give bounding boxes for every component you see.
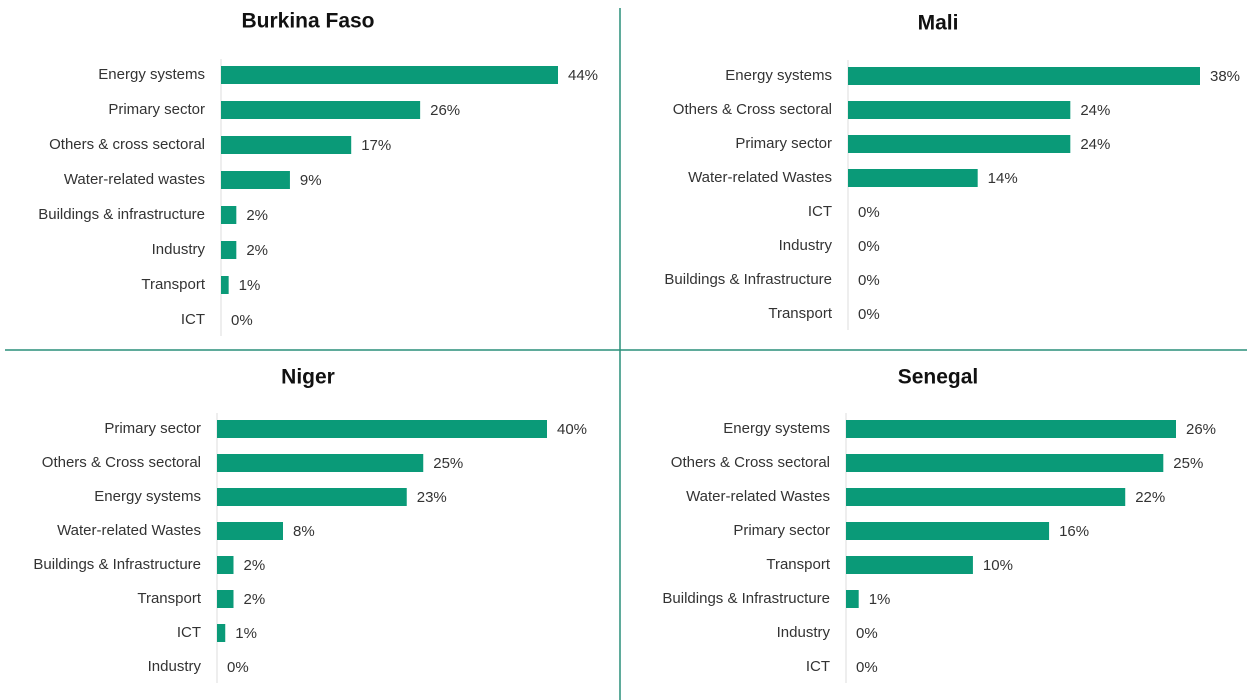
- bar: [217, 590, 234, 608]
- category-label: Primary sector: [104, 420, 201, 437]
- bar: [848, 101, 1071, 119]
- category-label: Transport: [141, 276, 205, 293]
- category-label: Primary sector: [735, 135, 832, 152]
- category-label: Others & Cross sectoral: [42, 454, 201, 471]
- value-label: 1%: [235, 625, 257, 642]
- value-label: 24%: [1080, 102, 1110, 119]
- category-label: ICT: [808, 203, 832, 220]
- bar: [846, 488, 1126, 506]
- chart-title: Niger: [281, 366, 335, 389]
- value-label: 25%: [1173, 455, 1203, 472]
- bar: [221, 101, 421, 119]
- category-label: Industry: [779, 237, 833, 254]
- value-label: 0%: [858, 306, 880, 323]
- category-label: Water-related Wastes: [688, 169, 832, 186]
- category-label: Others & Cross sectoral: [673, 101, 832, 118]
- category-label: ICT: [806, 658, 830, 675]
- value-label: 24%: [1080, 136, 1110, 153]
- category-label: Energy systems: [723, 420, 830, 437]
- value-label: 26%: [1186, 421, 1216, 438]
- category-label: Water-related Wastes: [686, 488, 830, 505]
- value-label: 1%: [869, 591, 891, 608]
- chart-title: Burkina Faso: [241, 10, 374, 33]
- value-label: 16%: [1059, 523, 1089, 540]
- bar: [848, 67, 1200, 85]
- value-label: 44%: [568, 67, 598, 84]
- value-label: 2%: [246, 207, 268, 224]
- value-label: 23%: [417, 489, 447, 506]
- category-label: Industry: [148, 658, 202, 675]
- bar: [846, 454, 1164, 472]
- category-label: Energy systems: [94, 488, 201, 505]
- category-label: Industry: [152, 241, 206, 258]
- value-label: 25%: [433, 455, 463, 472]
- bar: [221, 241, 237, 259]
- bar: [217, 522, 283, 540]
- value-label: 14%: [988, 170, 1018, 187]
- category-label: Primary sector: [733, 522, 830, 539]
- value-label: 10%: [983, 557, 1013, 574]
- value-label: 2%: [244, 591, 266, 608]
- value-label: 0%: [858, 238, 880, 255]
- value-label: 9%: [300, 172, 322, 189]
- category-label: Buildings & Infrastructure: [662, 590, 830, 607]
- category-label: Buildings & Infrastructure: [664, 271, 832, 288]
- bar: [848, 169, 978, 187]
- bar: [846, 556, 973, 574]
- value-label: 38%: [1210, 68, 1240, 85]
- category-label: Energy systems: [725, 67, 832, 84]
- value-label: 0%: [856, 659, 878, 676]
- bar: [217, 556, 234, 574]
- bar: [848, 135, 1071, 153]
- category-label: Energy systems: [98, 66, 205, 83]
- bar: [221, 206, 237, 224]
- value-label: 2%: [246, 242, 268, 259]
- value-label: 0%: [227, 659, 249, 676]
- bar: [846, 420, 1176, 438]
- value-label: 1%: [239, 277, 261, 294]
- category-label: ICT: [181, 311, 205, 328]
- value-label: 8%: [293, 523, 315, 540]
- bar: [221, 66, 558, 84]
- bar: [217, 454, 424, 472]
- category-label: Transport: [766, 556, 830, 573]
- category-label: Others & cross sectoral: [49, 136, 205, 153]
- bar: [221, 171, 290, 189]
- bar: [221, 276, 229, 294]
- category-label: Primary sector: [108, 101, 205, 118]
- bar: [217, 488, 407, 506]
- value-label: 26%: [430, 102, 460, 119]
- chart-title: Senegal: [898, 366, 979, 389]
- category-label: Transport: [768, 305, 832, 322]
- value-label: 22%: [1135, 489, 1165, 506]
- value-label: 0%: [856, 625, 878, 642]
- bar: [846, 522, 1050, 540]
- category-label: Water-related Wastes: [57, 522, 201, 539]
- bar: [217, 420, 547, 438]
- category-label: Industry: [777, 624, 831, 641]
- value-label: 0%: [858, 272, 880, 289]
- value-label: 17%: [361, 137, 391, 154]
- bar: [221, 136, 352, 154]
- chart-title: Mali: [918, 12, 959, 35]
- category-label: ICT: [177, 624, 201, 641]
- value-label: 2%: [244, 557, 266, 574]
- category-label: Buildings & Infrastructure: [33, 556, 201, 573]
- category-label: Water-related wastes: [64, 171, 205, 188]
- value-label: 0%: [858, 204, 880, 221]
- bar: [217, 624, 226, 642]
- value-label: 0%: [231, 312, 253, 329]
- bar: [846, 590, 859, 608]
- value-label: 40%: [557, 421, 587, 438]
- category-label: Others & Cross sectoral: [671, 454, 830, 471]
- category-label: Transport: [137, 590, 201, 607]
- category-label: Buildings & infrastructure: [38, 206, 205, 223]
